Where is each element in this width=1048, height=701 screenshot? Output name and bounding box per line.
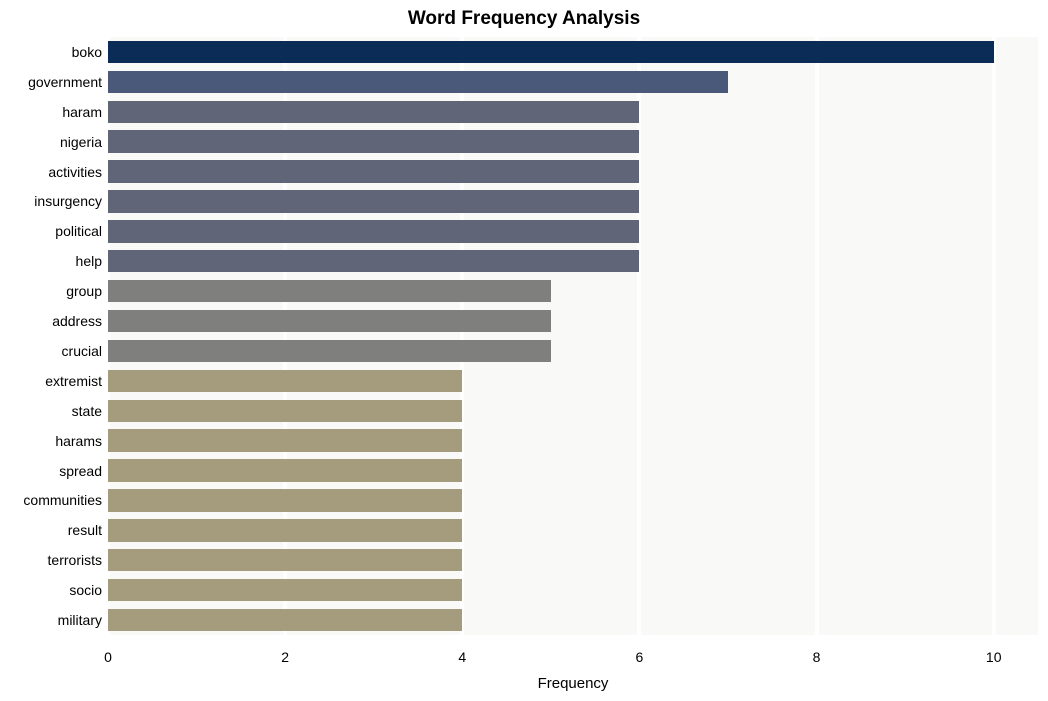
x-tick-label: 0	[104, 649, 112, 665]
bar	[108, 101, 639, 123]
plot-area	[108, 37, 1038, 635]
y-tick-label: socio	[69, 582, 102, 598]
y-tick-label: crucial	[62, 343, 102, 359]
bar	[108, 41, 994, 63]
y-tick-label: political	[55, 223, 102, 239]
bar	[108, 250, 639, 272]
gridline	[637, 37, 641, 635]
y-tick-label: group	[66, 283, 102, 299]
bar	[108, 370, 462, 392]
y-tick-label: government	[28, 74, 102, 90]
y-tick-label: address	[52, 313, 102, 329]
y-tick-label: military	[58, 612, 102, 628]
y-tick-label: communities	[23, 492, 102, 508]
y-tick-label: nigeria	[60, 134, 102, 150]
y-tick-label: help	[76, 253, 102, 269]
gridline	[106, 37, 110, 635]
bar	[108, 489, 462, 511]
x-tick-label: 4	[458, 649, 466, 665]
bar	[108, 549, 462, 571]
y-tick-label: harams	[55, 433, 102, 449]
y-tick-label: terrorists	[48, 552, 102, 568]
bar	[108, 429, 462, 451]
y-tick-label: state	[72, 403, 102, 419]
word-frequency-chart: Word Frequency Analysis boko government ha…	[0, 0, 1048, 701]
y-tick-label: insurgency	[34, 193, 102, 209]
x-tick-label: 10	[986, 649, 1002, 665]
bar	[108, 71, 728, 93]
y-tick-label: extremist	[45, 373, 102, 389]
bar	[108, 310, 551, 332]
y-tick-label: activities	[48, 164, 102, 180]
chart-title: Word Frequency Analysis	[0, 8, 1048, 30]
y-tick-label: spread	[59, 463, 102, 479]
gridline	[992, 37, 996, 635]
bar	[108, 130, 639, 152]
bar	[108, 609, 462, 631]
bar	[108, 400, 462, 422]
x-tick-label: 2	[281, 649, 289, 665]
gridline	[283, 37, 287, 635]
x-tick-label: 6	[636, 649, 644, 665]
gridline	[815, 37, 819, 635]
x-tick-label: 8	[813, 649, 821, 665]
bar	[108, 280, 551, 302]
gridline	[460, 37, 464, 635]
y-tick-label: result	[68, 522, 102, 538]
bar	[108, 220, 639, 242]
bar	[108, 459, 462, 481]
bar	[108, 340, 551, 362]
bar	[108, 519, 462, 541]
x-axis-label: Frequency	[473, 675, 673, 692]
bar	[108, 190, 639, 212]
y-tick-label: haram	[62, 104, 102, 120]
y-tick-label: boko	[72, 44, 102, 60]
bar	[108, 579, 462, 601]
bar	[108, 160, 639, 182]
